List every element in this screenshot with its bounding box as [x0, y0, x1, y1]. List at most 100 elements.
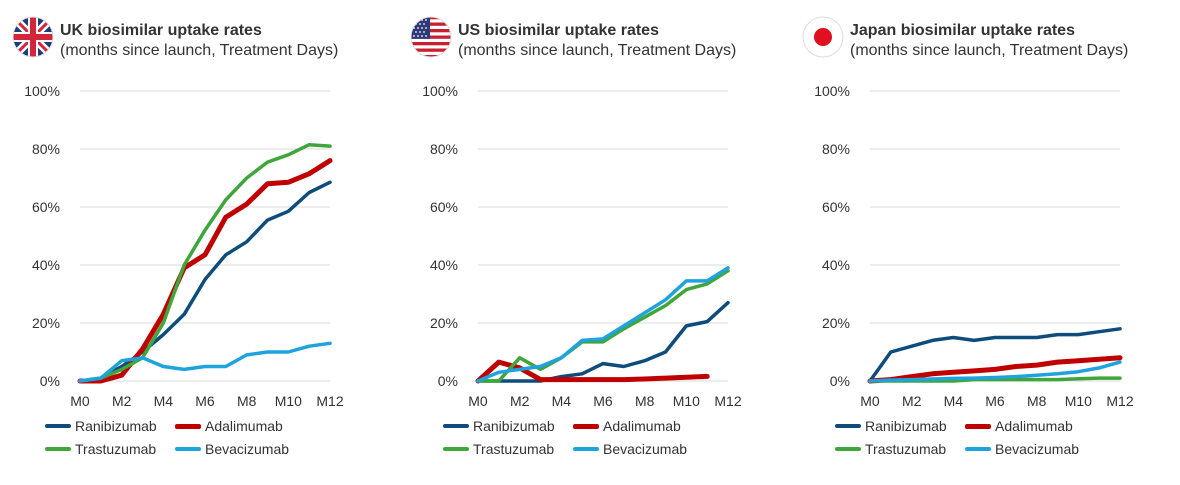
us-x-tick-label: M8 — [635, 393, 655, 409]
japan-y-tick-label: 60% — [822, 199, 850, 215]
uk-legend-label: Ranibizumab — [75, 418, 157, 434]
uk-y-tick-label: 60% — [32, 199, 60, 215]
uk-x-tick-label: M6 — [195, 393, 215, 409]
japan-legend-label: Trastuzumab — [865, 441, 947, 457]
japan-x-tick-label: M10 — [1065, 393, 1092, 409]
japan-line-chart: 0% 20% 40% 60% 80% 100% M0 M2 M4 M6 M8 M10 M12 — [814, 83, 1134, 409]
us-y-tick-label: 20% — [430, 315, 458, 331]
us-y-tick-label: 0% — [438, 373, 458, 389]
uk-x-tick-label: M4 — [154, 393, 174, 409]
uk-legend-swatch — [175, 423, 201, 429]
us-legend-swatch — [443, 447, 469, 451]
uk-line-chart: 0% 20% 40% 60% 80% 100% M0 M2 M4 M6 M8 M10 M12 — [24, 83, 344, 409]
japan-y-tick-label: 100% — [814, 83, 850, 99]
us-flag-icon — [410, 16, 452, 58]
japan-chart-title: Japan biosimilar uptake rates — [850, 22, 1075, 39]
us-legend-swatch — [443, 424, 469, 428]
japan-series-line-bevacizumab — [868, 360, 1122, 383]
uk-legend-item-adalimumab: Adalimumab — [175, 418, 283, 434]
uk-series-line-ranibizumab — [78, 180, 332, 383]
us-x-tick-label: M4 — [552, 393, 572, 409]
japan-series-line-ranibizumab — [868, 327, 1122, 383]
us-series-line-adalimumab — [475, 359, 710, 384]
japan-y-tick-label: 0% — [830, 373, 850, 389]
us-legend-item-adalimumab: Adalimumab — [573, 418, 681, 434]
uk-legend: Ranibizumab Adalimumab Trastuzumab Bevacizu… — [0, 418, 380, 468]
uk-x-tick-label: M8 — [237, 393, 257, 409]
us-x-tick-label: M0 — [468, 393, 488, 409]
us-line-chart: 0% 20% 40% 60% 80% 100% M0 M2 M4 M6 M8 M10 M12 — [422, 83, 742, 409]
japan-legend-swatch — [835, 424, 861, 428]
us-x-tick-label: M2 — [510, 393, 530, 409]
japan-flag-icon — [802, 16, 844, 58]
uk-x-tick-label: M12 — [316, 393, 343, 409]
us-y-tick-label: 40% — [430, 257, 458, 273]
uk-chart-title: UK biosimilar uptake rates — [60, 22, 262, 39]
japan-legend-label: Bevacizumab — [995, 441, 1080, 457]
us-chart-panel: US biosimilar uptake rates (months since… — [398, 0, 778, 485]
us-legend-label: Bevacizumab — [603, 441, 688, 457]
uk-y-tick-label: 40% — [32, 257, 60, 273]
us-chart-subtitle: (months since launch, Treatment Days) — [458, 42, 737, 59]
us-x-tick-label: M10 — [673, 393, 700, 409]
uk-flag-icon — [12, 16, 54, 58]
us-y-tick-label: 100% — [422, 83, 458, 99]
us-legend-item-trastuzumab: Trastuzumab — [443, 441, 554, 457]
us-legend: Ranibizumab Adalimumab Trastuzumab Bevacizu… — [398, 418, 778, 468]
us-legend-item-bevacizumab: Bevacizumab — [573, 441, 687, 457]
uk-legend-item-bevacizumab: Bevacizumab — [175, 441, 289, 457]
japan-series-line-adalimumab — [867, 355, 1123, 384]
japan-legend-item-adalimumab: Adalimumab — [965, 418, 1073, 434]
uk-y-tick-label: 20% — [32, 315, 60, 331]
uk-legend-swatch — [45, 447, 71, 451]
us-series-line-bevacizumab — [476, 266, 730, 383]
uk-legend-item-ranibizumab: Ranibizumab — [45, 418, 157, 434]
uk-series-line-trastuzumab — [78, 142, 332, 383]
japan-legend-item-trastuzumab: Trastuzumab — [835, 441, 946, 457]
uk-legend-item-trastuzumab: Trastuzumab — [45, 441, 156, 457]
japan-legend-label: Adalimumab — [995, 418, 1073, 434]
japan-legend-label: Ranibizumab — [865, 418, 947, 434]
japan-x-tick-label: M12 — [1106, 393, 1133, 409]
us-legend-label: Trastuzumab — [473, 441, 555, 457]
japan-y-tick-label: 80% — [822, 141, 850, 157]
japan-x-tick-label: M0 — [860, 393, 880, 409]
japan-x-tick-label: M8 — [1027, 393, 1047, 409]
uk-y-tick-label: 0% — [40, 373, 60, 389]
us-legend-swatch — [573, 423, 599, 429]
us-legend-label: Ranibizumab — [473, 418, 555, 434]
japan-chart-subtitle: (months since launch, Treatment Days) — [850, 42, 1129, 59]
japan-x-tick-label: M6 — [985, 393, 1005, 409]
uk-x-tick-label: M10 — [275, 393, 302, 409]
japan-x-tick-label: M2 — [902, 393, 922, 409]
japan-legend-swatch — [965, 447, 991, 451]
uk-chart-subtitle: (months since launch, Treatment Days) — [60, 42, 339, 59]
uk-legend-label: Bevacizumab — [205, 441, 290, 457]
japan-y-tick-label: 20% — [822, 315, 850, 331]
uk-legend-label: Adalimumab — [205, 418, 283, 434]
uk-legend-swatch — [45, 424, 71, 428]
japan-legend-swatch — [965, 423, 991, 429]
us-legend-swatch — [573, 447, 599, 451]
us-y-tick-label: 60% — [430, 199, 458, 215]
japan-legend-item-bevacizumab: Bevacizumab — [965, 441, 1079, 457]
uk-legend-swatch — [175, 447, 201, 451]
uk-chart-panel: UK biosimilar uptake rates (months since… — [0, 0, 380, 485]
uk-y-tick-label: 100% — [24, 83, 60, 99]
japan-y-tick-label: 40% — [822, 257, 850, 273]
uk-legend-label: Trastuzumab — [75, 441, 157, 457]
japan-legend: Ranibizumab Adalimumab Trastuzumab Bevacizu… — [790, 418, 1170, 468]
uk-series-line-adalimumab — [77, 158, 333, 384]
japan-chart-panel: Japan biosimilar uptake rates (months si… — [790, 0, 1170, 485]
us-chart-title: US biosimilar uptake rates — [458, 22, 659, 39]
japan-legend-item-ranibizumab: Ranibizumab — [835, 418, 947, 434]
us-series-line-trastuzumab — [476, 269, 730, 383]
japan-x-tick-label: M4 — [944, 393, 964, 409]
uk-x-tick-label: M2 — [112, 393, 132, 409]
uk-x-tick-label: M0 — [70, 393, 90, 409]
us-legend-label: Adalimumab — [603, 418, 681, 434]
uk-y-tick-label: 80% — [32, 141, 60, 157]
us-y-tick-label: 80% — [430, 141, 458, 157]
us-x-tick-label: M12 — [714, 393, 741, 409]
